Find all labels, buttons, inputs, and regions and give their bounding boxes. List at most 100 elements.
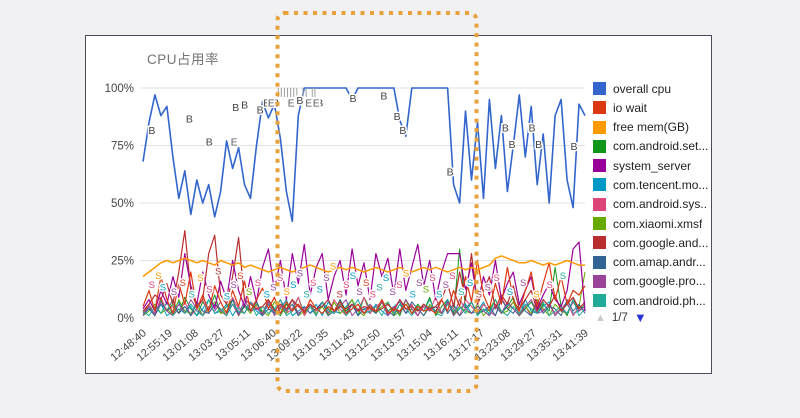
series-line-com-amap-andr- [142, 299, 586, 317]
annotation-s: S [429, 273, 435, 284]
annotation-s: S [485, 282, 491, 293]
legend-item-free-mem-gb-[interactable]: free mem(GB) [593, 120, 708, 134]
legend-item-com-android-ph-[interactable]: com.android.ph... [593, 293, 708, 308]
annotation-s: S [476, 289, 482, 300]
annotation-b: B [296, 95, 303, 107]
legend-page-up-icon[interactable]: ▲ [595, 311, 606, 324]
legend-item-overall-cpu[interactable]: overall cpu [593, 81, 708, 96]
annotation-s: S [330, 262, 336, 273]
legend-swatch-icon [593, 101, 606, 115]
annotation-s: S [390, 287, 396, 298]
annotation-s: S [180, 278, 186, 289]
annotation-s: S [270, 282, 276, 293]
legend-item-com-tencent-mo-[interactable]: com.tencent.mo... [593, 177, 708, 192]
annotation-s: S [206, 285, 212, 296]
annotation-s: S [370, 289, 376, 300]
legend-swatch-icon [593, 294, 606, 308]
annotation-s: S [458, 287, 464, 298]
legend-label: com.android.sys... [613, 197, 708, 212]
annotation-s: S [277, 273, 283, 284]
legend-swatch-icon [593, 120, 606, 134]
annotation-s: S [337, 289, 343, 300]
annotation-s: S [416, 278, 422, 289]
annotation-s: S [467, 278, 473, 289]
annotation-s: S [436, 289, 442, 300]
series-line-system-server [142, 241, 586, 312]
annotation-s: S [546, 280, 552, 291]
legend-label: overall cpu [613, 81, 672, 96]
annotation-s: S [297, 269, 303, 280]
annotation-s: S [493, 273, 499, 284]
annotation-s: S [350, 271, 356, 282]
legend-item-com-android-set-[interactable]: com.android.set... [593, 139, 708, 154]
annotation-b: B [570, 141, 577, 153]
annotation-b: B [394, 111, 401, 123]
legend-page-down-icon[interactable]: ▼ [633, 310, 647, 325]
legend-label: com.tencent.mo... [613, 177, 708, 192]
legend-item-com-google-and-[interactable]: com.google.and... [593, 236, 708, 250]
annotation-b: B [148, 125, 155, 137]
annotation-b: B [399, 125, 406, 137]
legend-swatch-icon [593, 178, 606, 192]
annotation-s: S [363, 278, 369, 289]
annotation-s: S [197, 273, 203, 284]
annotation-s: S [303, 289, 309, 300]
legend-label: com.android.set... [613, 139, 708, 154]
legend-page-count: 1/7 [611, 311, 628, 324]
chart-title: CPU占用率 [147, 52, 220, 67]
annotation-s: S [317, 285, 323, 296]
legend-swatch-icon [593, 274, 606, 288]
y-axis-tick-label: 100% [105, 83, 134, 95]
legend-label: com.android.ph... [613, 293, 706, 308]
annotation-b: B [535, 139, 542, 151]
legend-item-com-amap-andr-[interactable]: com.amap.andr... [593, 255, 708, 269]
annotation-b: B [206, 137, 213, 149]
annotation-b: B [528, 123, 535, 135]
annotation-s: S [396, 280, 402, 291]
legend-item-io-wait[interactable]: io wait [593, 100, 708, 115]
annotation-s: S [356, 287, 362, 298]
annotation-b: B [232, 102, 239, 114]
annotation-s: S [283, 287, 289, 298]
legend-swatch-icon [593, 197, 606, 211]
legend-item-com-xiaomi-xmsf[interactable]: com.xiaomi.xmsf [593, 216, 708, 231]
annotation-s: S [155, 271, 161, 282]
legend-item-system-server[interactable]: system_server [593, 159, 708, 173]
annotation-s: S [443, 280, 449, 291]
legend-label: com.google.pro... [613, 274, 706, 289]
annotation-s: S [403, 269, 409, 280]
annotation-s: S [423, 285, 429, 296]
annotation-b: B [502, 123, 509, 135]
annotation-s: S [237, 271, 243, 282]
annotation-s: S [246, 287, 252, 298]
annotation-b: B [186, 114, 193, 126]
annotation-e: E [231, 138, 238, 149]
annotation-b: B [257, 104, 264, 116]
annotation-s: S [409, 289, 415, 300]
legend-swatch-icon [593, 236, 606, 250]
legend-label: com.xiaomi.xmsf [613, 216, 703, 231]
annotation-s: S [255, 278, 261, 289]
legend-item-com-google-pro-[interactable]: com.google.pro... [593, 274, 708, 289]
legend-item-com-android-sys-[interactable]: com.android.sys... [593, 197, 708, 212]
annotation-s: S [323, 273, 329, 284]
legend-label: io wait [613, 100, 648, 115]
annotation-s: S [533, 289, 539, 300]
y-axis-tick-label: 25% [111, 256, 134, 268]
annotation-s: S [383, 273, 389, 284]
annotation-s: S [449, 271, 455, 282]
annotation-b: B [263, 97, 270, 109]
annotation-s: S [215, 266, 221, 277]
annotation-e: E [268, 98, 275, 109]
annotation-b: B [380, 91, 387, 103]
series-line-free-mem-gb- [142, 255, 585, 278]
annotation-s: S [376, 282, 382, 293]
legend-swatch-icon [593, 255, 606, 269]
annotation-s: S [230, 280, 236, 291]
annotation-b: B [316, 97, 323, 109]
annotation-s: S [507, 287, 513, 298]
legend-swatch-icon [593, 217, 606, 231]
annotation-e: E [305, 98, 312, 109]
